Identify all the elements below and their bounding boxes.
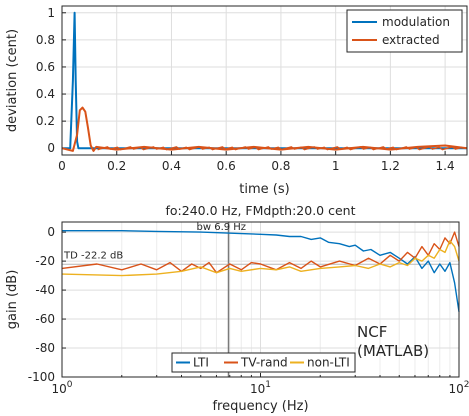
top-x-tick-label: 0 xyxy=(58,159,66,173)
bottom-legend-label: TV-rand xyxy=(240,356,288,370)
bottom-y-tick-label: -60 xyxy=(35,312,55,326)
top-y-tick-label: 0.4 xyxy=(36,87,55,101)
top-legend-label: extracted xyxy=(382,33,440,47)
bottom-x-tick-exponent: 0 xyxy=(67,380,73,390)
bottom-y-tick-label: -80 xyxy=(35,341,55,355)
bottom-x-axis-label: frequency (Hz) xyxy=(212,399,308,414)
top-y-tick-label: 0.8 xyxy=(36,33,55,47)
bottom-x-tick-base: 10 xyxy=(448,382,463,396)
top-y-axis-label: deviation (cent) xyxy=(5,29,20,132)
top-series-noise xyxy=(97,146,463,151)
bottom-legend-label: LTI xyxy=(193,356,209,370)
top-x-tick-label: 1 xyxy=(332,159,340,173)
bw-annotation: bw 6.9 Hz xyxy=(197,222,247,233)
top-x-tick-label: 0.2 xyxy=(107,159,126,173)
top-axes-box xyxy=(61,5,468,156)
bottom-x-tick-exponent: 2 xyxy=(464,380,469,390)
bottom-series-line-TV-rand xyxy=(61,231,460,274)
top-x-axis-label: time (s) xyxy=(239,182,289,197)
bottom-y-tick-label: 0 xyxy=(47,225,55,239)
top-y-tick-label: 0.2 xyxy=(36,114,55,128)
top-legend-box xyxy=(346,9,463,53)
bottom-legend: LTI TV-rand non-LTI xyxy=(171,352,356,373)
bottom-legend-box xyxy=(171,352,356,373)
bottom-legend-label: non-LTI xyxy=(307,356,350,370)
top-y-tick-label: 1 xyxy=(47,6,55,20)
top-x-tick-label: 0.8 xyxy=(271,159,290,173)
bottom-y-axis-label: gain (dB) xyxy=(5,270,20,330)
matlab-annotation: (MATLAB) xyxy=(357,342,429,360)
top-x-tick-label: 0.4 xyxy=(162,159,181,173)
bottom-chart: fo:240.0 Hz, FMdpth:20.0 cent 0 -20 -40 -60 -… xyxy=(5,203,469,414)
top-x-tick-label: 0.6 xyxy=(217,159,236,173)
bottom-x-tick-base: 10 xyxy=(250,382,265,396)
td-annotation: TD -22.2 dB xyxy=(63,250,123,261)
ncf-annotation: NCF xyxy=(357,323,387,341)
bottom-y-tick-label: -40 xyxy=(35,283,55,297)
top-x-tick-label: 1.4 xyxy=(436,159,455,173)
top-legend-label: modulation xyxy=(382,15,450,29)
top-y-tick-label: 0.6 xyxy=(36,60,55,74)
top-x-tick-label: 1.2 xyxy=(381,159,400,173)
bottom-title: fo:240.0 Hz, FMdpth:20.0 cent xyxy=(166,203,356,218)
bottom-y-tick-label: -20 xyxy=(35,254,55,268)
top-y-tick-label: 0 xyxy=(47,141,55,155)
bottom-series-line-non-LTI xyxy=(61,240,460,277)
bottom-x-tick-label: 102 xyxy=(448,380,469,396)
top-legend: modulation extracted xyxy=(346,9,463,53)
bottom-x-tick-exponent: 1 xyxy=(265,380,271,390)
bottom-series-line-LTI xyxy=(62,230,460,312)
bottom-axes-box xyxy=(61,221,460,378)
top-chart: 0 0.2 0.4 0.6 0.8 1 1.2 1.4 0 0.2 0.4 0.6 0.8 1 modula… xyxy=(5,5,468,197)
bottom-x-tick-base: 10 xyxy=(51,382,66,396)
bottom-x-tick-label: 100 xyxy=(51,380,72,396)
bottom-y-tick-label: -100 xyxy=(28,370,55,384)
bottom-x-tick-label: 101 xyxy=(250,380,271,396)
